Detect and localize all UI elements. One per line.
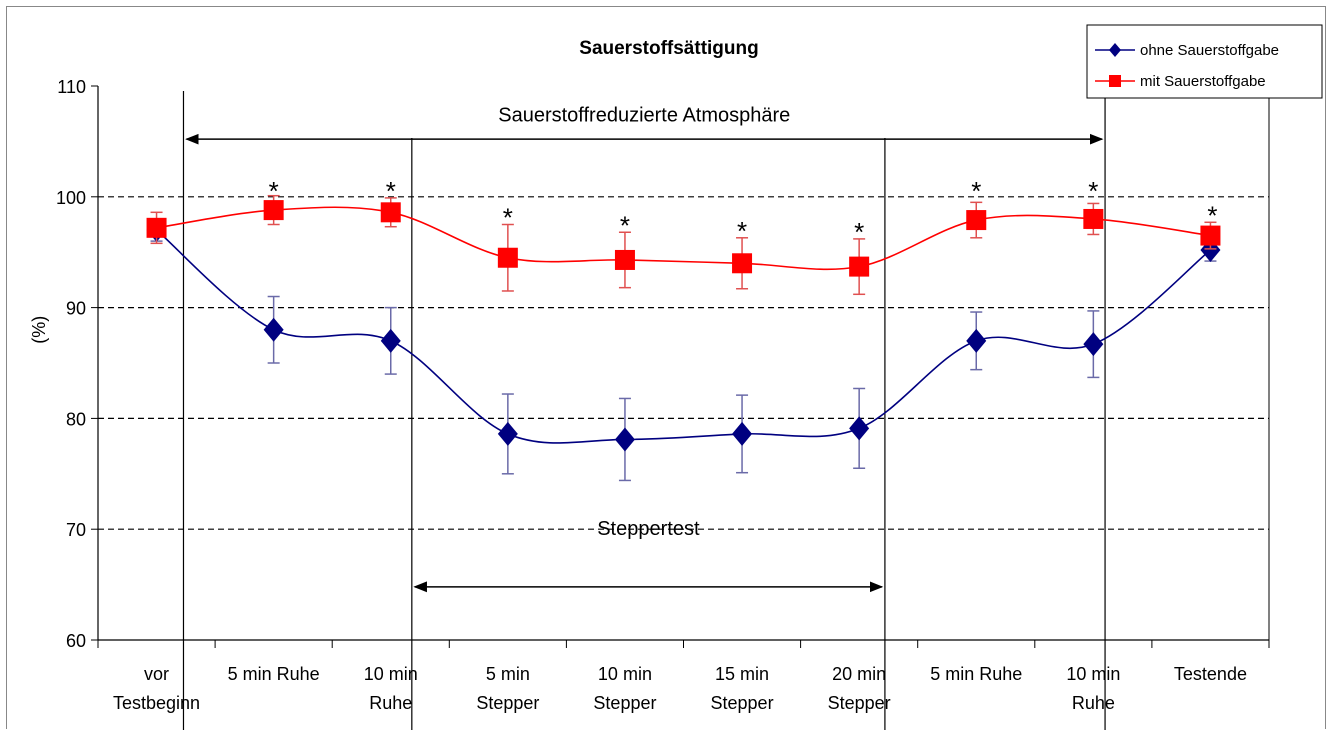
data-point-square [146,217,167,238]
significance-star: * [386,176,396,206]
x-category-label: Stepper [711,693,774,713]
data-point-diamond [497,421,518,446]
reduced-atmosphere-label: Sauerstoffreduzierte Atmosphäre [498,104,790,126]
y-tick-label: 80 [66,409,86,429]
steppertest-label: Steppertest [597,518,700,540]
chart-title: Sauerstoffsättigung [579,38,758,59]
series-mit-sauerstoffgabe [146,194,1221,296]
x-category-label: 10 min [364,664,418,684]
significance-star: * [737,216,747,246]
x-category-label: Ruhe [1072,693,1115,713]
x-category-label: Testende [1174,664,1247,684]
data-point-square [732,253,753,274]
legend-diamond-marker [1109,43,1121,57]
data-point-diamond [263,317,284,342]
data-point-diamond [1083,332,1104,357]
x-category-label: 20 min [832,664,886,684]
x-category-label: 10 min [1066,664,1120,684]
data-point-diamond [380,328,401,353]
significance-star: * [971,176,981,206]
data-point-diamond [732,421,753,446]
data-point-square [614,249,635,270]
chart-frame: 60 70 80 90 100 110 vor Testbeginn 5 min Ruhe 10 … [6,6,1326,730]
y-axis-label: (%) [29,316,49,344]
x-category-label: 10 min [598,664,652,684]
data-point-square [1083,208,1104,229]
y-tick-label: 100 [56,188,86,208]
data-point-square [1200,225,1221,246]
series-line [156,229,1211,444]
legend-label: mit Sauerstoffgabe [1140,73,1266,90]
legend-box [1086,24,1323,99]
series-ohne-sauerstoffgabe [146,218,1221,482]
significance-star: * [1207,200,1217,230]
oxygen-saturation-chart: 60 70 80 90 100 110 vor Testbeginn 5 min Ruhe 10 … [29,24,1323,730]
data-point-diamond [614,427,635,452]
significance-star: * [269,176,279,206]
data-point-square [380,202,401,223]
x-category-label: 15 min [715,664,769,684]
x-category-label: Stepper [828,693,891,713]
significance-star: * [854,217,864,247]
legend-label: ohne Sauerstoffgabe [1140,42,1279,59]
x-category-label: Ruhe [369,693,412,713]
data-point-diamond [966,328,987,353]
y-tick-label: 70 [66,520,86,540]
x-category-label: 5 min [486,664,530,684]
x-category-label: Testbeginn [113,693,200,713]
significance-star: * [620,210,630,240]
x-category-label: vor [144,664,169,684]
y-tick-label: 110 [57,77,86,97]
x-category-label: 5 min Ruhe [228,664,320,684]
data-point-diamond [849,416,870,441]
y-tick-label: 90 [66,299,86,319]
y-tick-label: 60 [66,631,86,651]
data-point-square [966,210,987,231]
data-point-square [263,200,284,221]
data-point-square [849,256,870,277]
x-category-label: 5 min Ruhe [930,664,1022,684]
data-point-square [497,247,518,268]
significance-star: * [503,203,513,233]
x-category-label: Stepper [476,693,539,713]
x-category-label: Stepper [593,693,656,713]
series-line [156,206,1211,271]
significance-star: * [1088,176,1098,206]
legend-square-marker [1109,75,1121,87]
